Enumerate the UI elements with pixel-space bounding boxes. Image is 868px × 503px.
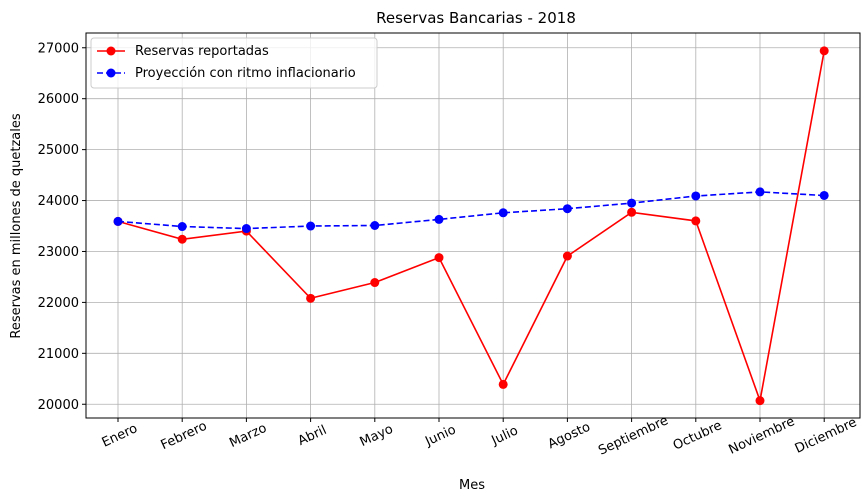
x-tick-label: Julio (489, 423, 521, 449)
y-axis: 20000 21000 22000 23000 24000 25000 26000 27000 (38, 41, 86, 413)
plot-area (85, 32, 861, 419)
legend-label-reported: Reservas reportadas (135, 44, 269, 59)
x-tick-label: Diciembre (793, 415, 859, 457)
data-point (434, 214, 444, 224)
y-tick-label: 27000 (38, 41, 79, 56)
chart-title: Reservas Bancarias - 2018 (376, 9, 576, 27)
y-tick-label: 25000 (38, 143, 79, 158)
data-point (306, 221, 316, 231)
x-tick-label: Agosto (546, 420, 593, 453)
legend-box (90, 37, 378, 89)
legend: Reservas reportadas Proyección con ritmo… (90, 37, 378, 89)
y-tick-label: 22000 (38, 296, 79, 311)
legend-label-projection: Proyección con ritmo inflacionario (135, 66, 356, 81)
data-point (434, 253, 444, 263)
data-point (241, 224, 251, 234)
y-axis-label: Reservas en millones de quetzales (9, 113, 24, 338)
data-point (627, 207, 637, 217)
data-point (627, 198, 637, 208)
data-point (691, 216, 701, 226)
series-line-1 (117, 191, 825, 230)
data-point (370, 278, 380, 288)
data-point (113, 216, 123, 226)
y-tick-label: 21000 (38, 347, 79, 362)
x-tick-label: Marzo (227, 421, 269, 451)
x-axis-label: Mes (459, 478, 485, 493)
x-tick-label: Enero (100, 421, 140, 450)
data-point (755, 187, 765, 197)
data-point (819, 190, 829, 200)
y-tick-label: 23000 (38, 245, 79, 260)
x-tick-label: Febrero (159, 419, 210, 453)
data-point (306, 293, 316, 303)
grid (86, 33, 860, 418)
data-point (177, 222, 187, 232)
x-tick-label: Mayo (358, 422, 396, 450)
x-tick-label: Junio (422, 422, 458, 450)
legend-marker-projection (106, 68, 116, 78)
data-point (498, 208, 508, 218)
y-tick-label: 24000 (38, 194, 79, 209)
data-point (819, 46, 829, 56)
y-tick-label: 20000 (38, 398, 79, 413)
data-point (562, 251, 572, 261)
legend-marker-reported (106, 46, 116, 56)
x-axis: Enero Febrero Marzo Abril Mayo Junio Julio Agos… (100, 413, 860, 458)
x-tick-label: Abril (296, 423, 329, 449)
data-point (498, 379, 508, 389)
y-tick-label: 26000 (38, 92, 79, 107)
x-tick-label: Octubre (671, 418, 724, 454)
data-point (177, 234, 187, 244)
data-point (370, 221, 380, 230)
x-tick-label: Septiembre (596, 413, 670, 458)
x-tick-label: Noviembre (726, 414, 797, 458)
data-point (755, 396, 765, 406)
series-line-0 (117, 50, 825, 404)
data-point (562, 204, 572, 214)
series-layer (113, 46, 829, 406)
data-point (691, 191, 701, 201)
